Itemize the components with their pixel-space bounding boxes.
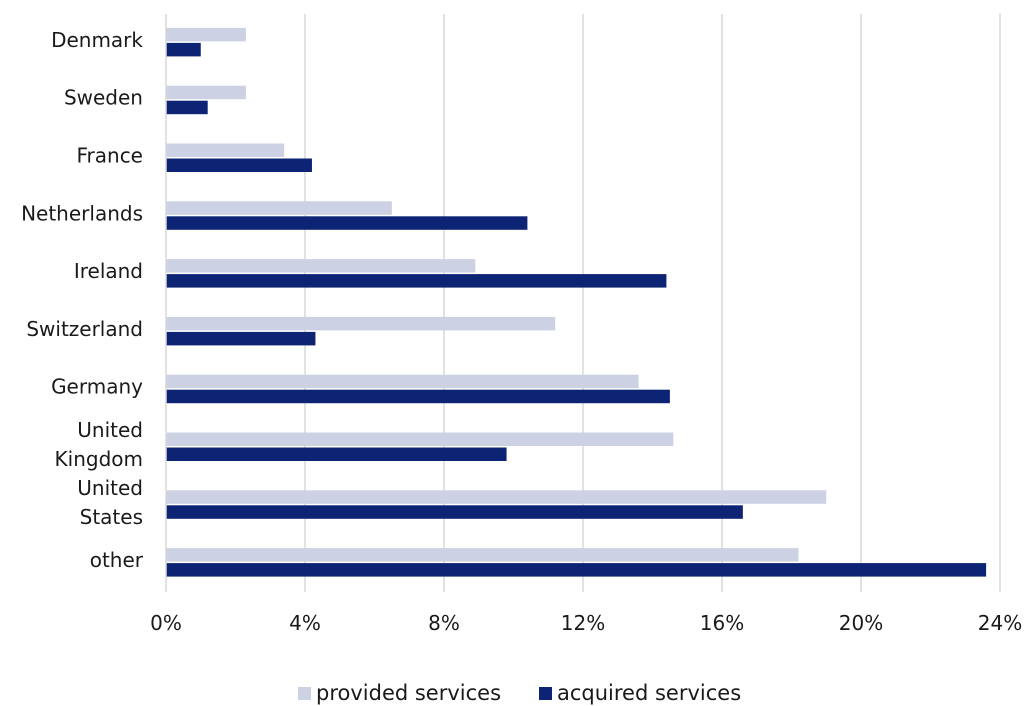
bar-provided-8	[166, 490, 827, 504]
bar-provided-4	[166, 259, 476, 273]
category-label-0: Denmark	[51, 28, 143, 52]
bar-acquired-9	[166, 563, 987, 577]
category-labels: Denmark Sweden France Netherlands Ireland Swi…	[21, 28, 144, 572]
bar-acquired-6	[166, 389, 670, 404]
bar-acquired-2	[166, 158, 312, 172]
bars	[166, 27, 987, 577]
category-label-4: Ireland	[74, 259, 143, 283]
category-label-9: other	[90, 548, 144, 572]
bar-provided-5	[166, 316, 556, 331]
bar-provided-0	[166, 27, 246, 42]
category-label-3: Netherlands	[21, 201, 143, 225]
bar-acquired-5	[166, 331, 316, 346]
legend-label-0: provided services	[316, 681, 501, 705]
bar-acquired-8	[166, 505, 743, 519]
x-tick-label-0: 0%	[150, 611, 182, 635]
x-tick-label-6: 24%	[978, 611, 1022, 635]
category-label-2: France	[76, 144, 143, 168]
legend-swatch-0	[298, 687, 311, 700]
bar-acquired-7	[166, 447, 507, 461]
category-label-5: Switzerland	[26, 317, 143, 341]
bar-acquired-1	[166, 100, 208, 115]
legend-label-1: acquired services	[557, 681, 741, 705]
x-tick-label-4: 16%	[700, 611, 744, 635]
x-tick-label-5: 20%	[839, 611, 883, 635]
bar-provided-3	[166, 201, 392, 215]
bar-provided-6	[166, 374, 639, 389]
category-label-7: United Kingdom	[55, 418, 143, 471]
bar-provided-2	[166, 143, 285, 157]
category-label-8: United States	[77, 476, 143, 529]
bar-acquired-3	[166, 216, 528, 230]
x-tick-label-3: 12%	[561, 611, 605, 635]
bar-acquired-4	[166, 274, 667, 288]
bar-provided-9	[166, 548, 799, 562]
tick-labels: 0% 4% 8% 12% 16% 20% 24%	[150, 611, 1022, 635]
x-tick-label-1: 4%	[289, 611, 321, 635]
legend-swatch-1	[539, 687, 552, 700]
legend: provided services acquired services	[298, 681, 741, 705]
x-tick-label-2: 8%	[428, 611, 460, 635]
bar-provided-7	[166, 432, 674, 446]
bar-provided-1	[166, 85, 246, 100]
category-label-6: Germany	[51, 375, 143, 399]
category-label-1: Sweden	[64, 86, 143, 110]
bar-acquired-0	[166, 42, 201, 57]
